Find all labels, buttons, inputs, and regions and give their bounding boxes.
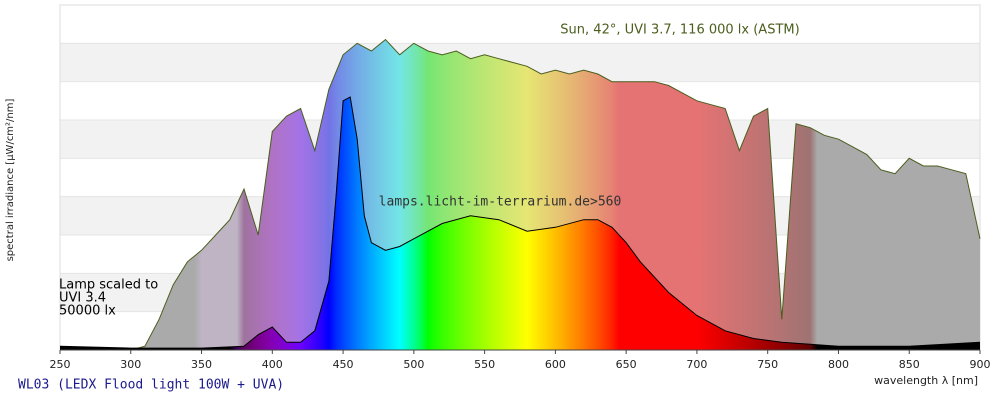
y-axis-label: spectral irradiance [µW/cm²/nm] xyxy=(5,98,16,261)
x-tick-label: 300 xyxy=(120,358,141,371)
grid-band xyxy=(60,5,980,44)
spectrum-line xyxy=(130,38,981,351)
x-tick-label: 350 xyxy=(191,358,212,371)
lamp-annotation: UVI 3.4 xyxy=(59,291,106,306)
watermark-annotation: lamps.licht-im-terrarium.de>560 xyxy=(379,195,622,210)
x-axis-label: wavelength λ [nm] xyxy=(874,374,978,387)
x-tick-label: 550 xyxy=(474,358,495,371)
x-tick-label: 700 xyxy=(686,358,707,371)
x-tick-label: 500 xyxy=(403,358,424,371)
x-tick-label: 900 xyxy=(970,358,991,371)
x-tick-label: 650 xyxy=(616,358,637,371)
sun-annotation: Sun, 42°, UVI 3.7, 116 000 lx (ASTM) xyxy=(560,23,799,38)
footer: WL03 (LEDX Flood light 100W + UVA) xyxy=(18,378,284,393)
spectrum-line xyxy=(59,96,981,349)
lamp-annotation: 50000 lx xyxy=(59,304,116,319)
x-tick-label: 600 xyxy=(545,358,566,371)
area-fill xyxy=(60,97,980,350)
lamp-annotation: Lamp scaled to xyxy=(59,278,158,293)
x-tick-label: 400 xyxy=(262,358,283,371)
x-tick-label: 250 xyxy=(50,358,71,371)
x-tick-label: 450 xyxy=(333,358,354,371)
x-tick-label: 850 xyxy=(899,358,920,371)
x-tick-label: 750 xyxy=(757,358,778,371)
x-tick-label: 800 xyxy=(828,358,849,371)
